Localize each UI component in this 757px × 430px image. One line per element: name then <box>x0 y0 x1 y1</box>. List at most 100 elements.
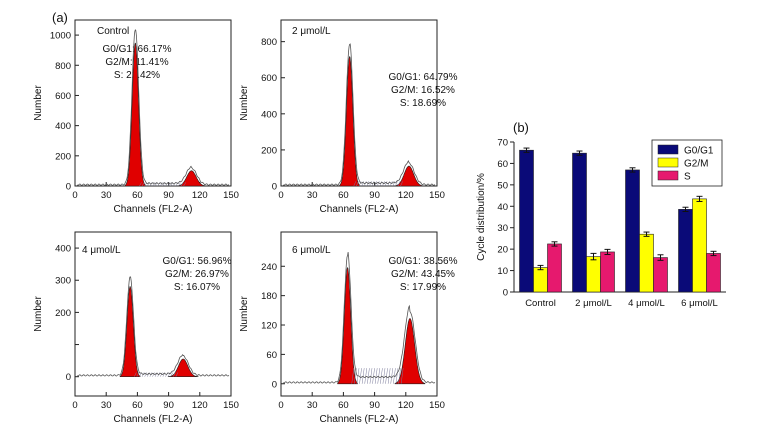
g2m-peak-fill <box>393 165 425 187</box>
x-tick-label: 150 <box>429 400 445 411</box>
category-label: Control <box>525 298 556 309</box>
s-phase-hatch <box>384 181 388 187</box>
bar-g2m <box>533 267 548 293</box>
phase-annotation: G2/M: 26.97% <box>165 269 229 280</box>
phase-annotation: G0/G1: 64.79% <box>389 72 458 83</box>
y-tick-label: 600 <box>55 91 71 102</box>
phase-annotation: G0/G1: 56.96% <box>163 256 232 267</box>
legend-label: G0/G1 <box>684 146 714 157</box>
y-tick-label: 0 <box>272 379 277 390</box>
s-phase-hatch <box>361 181 364 187</box>
s-phase-hatch <box>180 182 184 187</box>
s-phase-hatch <box>380 368 383 384</box>
bar-chart-panel: 0 10 20 30 40 50 60 70 Cycle distribution/% Contr… <box>476 138 726 309</box>
x-tick-label: 30 <box>307 400 318 411</box>
s-phase-hatch <box>395 368 399 384</box>
y-tick-label: 30 <box>497 223 508 234</box>
s-phase-hatch <box>361 368 365 384</box>
x-tick-label: 150 <box>223 400 239 411</box>
phase-annotation: G2/M: 43.45% <box>391 269 455 280</box>
category-label: 6 μmol/L <box>681 298 718 309</box>
s-phase-hatch <box>139 182 142 187</box>
x-tick-label: 90 <box>163 400 174 411</box>
raw-histogram-trace <box>76 29 230 186</box>
histogram-1: 0 200 400 600 800 1000 0 30 60 90 120 150 Channels (… <box>33 19 239 215</box>
phase-annotation: G0/G1: 38.56% <box>389 256 458 267</box>
bar-g2m <box>586 256 601 293</box>
x-tick-label: 90 <box>369 190 380 201</box>
y-tick-label: 400 <box>261 109 277 120</box>
x-tick-label: 30 <box>307 190 318 201</box>
s-phase-hatch <box>377 368 381 384</box>
y-tick-label: 0 <box>272 182 277 193</box>
legend-swatch-g0g1 <box>657 144 679 155</box>
condition-label: Control <box>97 26 129 37</box>
s-phase-hatch <box>183 182 186 187</box>
s-phase-hatch <box>364 368 368 384</box>
bar-s <box>600 251 615 293</box>
y-tick-label: 200 <box>261 145 277 156</box>
y-tick-label: 180 <box>261 291 277 302</box>
s-phase-hatch <box>152 372 155 377</box>
s-phase-hatch <box>369 181 372 187</box>
x-tick-label: 90 <box>369 400 380 411</box>
x-tick-label: 150 <box>223 190 239 201</box>
histogram-4: 0 60 120 180 240 0 30 60 90 120 150 Channels (FL2-A… <box>239 231 458 425</box>
s-phase-hatch <box>369 368 373 384</box>
condition-label: 4 μmol/L <box>82 245 121 256</box>
y-tick-label: 20 <box>497 245 508 256</box>
condition-label: 2 μmol/L <box>292 26 331 37</box>
s-phase-hatch <box>397 181 401 187</box>
g2m-peak-fill <box>176 170 208 187</box>
legend-label: G2/M <box>684 159 708 170</box>
phase-annotation: S: 18.69% <box>400 98 446 109</box>
y-tick-label: 70 <box>497 138 508 149</box>
histogram-3: 0 200 300 400 0 30 60 90 120 150 Channels (FL2-A) N… <box>33 231 239 425</box>
y-tick-label: 40 <box>497 202 508 213</box>
phase-annotation: G2/M: 16.52% <box>391 85 455 96</box>
y-axis-label: Number <box>239 296 250 332</box>
s-phase-hatch <box>167 372 171 377</box>
s-phase-hatch <box>134 372 137 377</box>
histogram-2: 0 200 400 600 800 0 30 60 90 120 150 Channels (FL2-… <box>239 19 458 215</box>
g0g1-peak-fill <box>337 267 358 385</box>
s-phase-hatch <box>398 368 401 384</box>
bar-g2m <box>639 233 654 293</box>
s-phase-hatch <box>356 181 359 187</box>
x-tick-label: 0 <box>72 400 77 411</box>
plot-frame <box>280 231 438 397</box>
y-tick-label: 50 <box>497 180 508 191</box>
x-tick-label: 30 <box>101 400 112 411</box>
x-tick-label: 60 <box>338 400 349 411</box>
panel-a-label: (a) <box>52 10 68 25</box>
s-phase-hatch <box>385 368 388 384</box>
s-phase-hatch <box>170 372 173 377</box>
x-axis-label: Channels (FL2-A) <box>114 414 193 425</box>
bar-g0g1 <box>678 209 693 293</box>
bar-g0g1 <box>625 169 640 293</box>
y-tick-label: 200 <box>55 151 71 162</box>
s-phase-hatch <box>178 182 181 187</box>
plot-frame <box>74 231 232 397</box>
y-tick-label: 600 <box>261 73 277 84</box>
x-axis-label: Channels (FL2-A) <box>114 204 193 215</box>
bar-g0g1 <box>519 149 534 293</box>
legend-swatch-g2m <box>657 157 679 168</box>
s-phase-hatch <box>359 368 362 384</box>
y-tick-label: 300 <box>55 276 71 287</box>
category-label: 2 μmol/L <box>575 298 612 309</box>
g2m-peak-fill <box>394 318 426 385</box>
x-tick-label: 60 <box>338 190 349 201</box>
x-tick-label: 60 <box>132 400 143 411</box>
s-phase-hatch <box>376 181 380 187</box>
s-phase-hatch <box>152 182 155 187</box>
y-tick-label: 60 <box>497 159 508 170</box>
x-tick-label: 0 <box>278 400 283 411</box>
s-phase-hatch <box>175 182 179 187</box>
y-tick-label: 400 <box>55 121 71 132</box>
g2m-peak-fill <box>167 358 199 377</box>
s-phase-hatch <box>390 368 394 384</box>
raw-histogram-trace <box>76 276 230 377</box>
